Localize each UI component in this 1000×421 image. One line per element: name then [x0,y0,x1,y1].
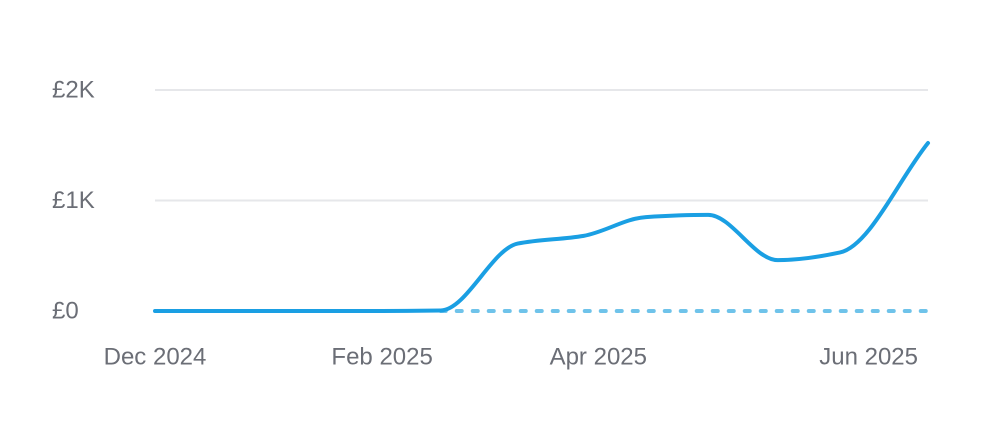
y-axis: £0 £1K £2K [52,77,95,325]
y-tick-label: £2K [52,77,95,104]
x-tick-label: Dec 2024 [104,344,207,371]
x-tick-label: Jun 2025 [819,344,918,371]
gridlines [155,89,928,202]
y-tick-label: £1K [52,187,95,214]
series-layer [153,141,930,313]
series-line [153,141,930,313]
x-axis: Dec 2024 Feb 2025 Apr 2025 Jun 2025 [104,344,918,371]
x-tick-label: Apr 2025 [550,344,647,371]
y-tick-label: £0 [52,298,79,325]
x-tick-label: Feb 2025 [331,344,432,371]
